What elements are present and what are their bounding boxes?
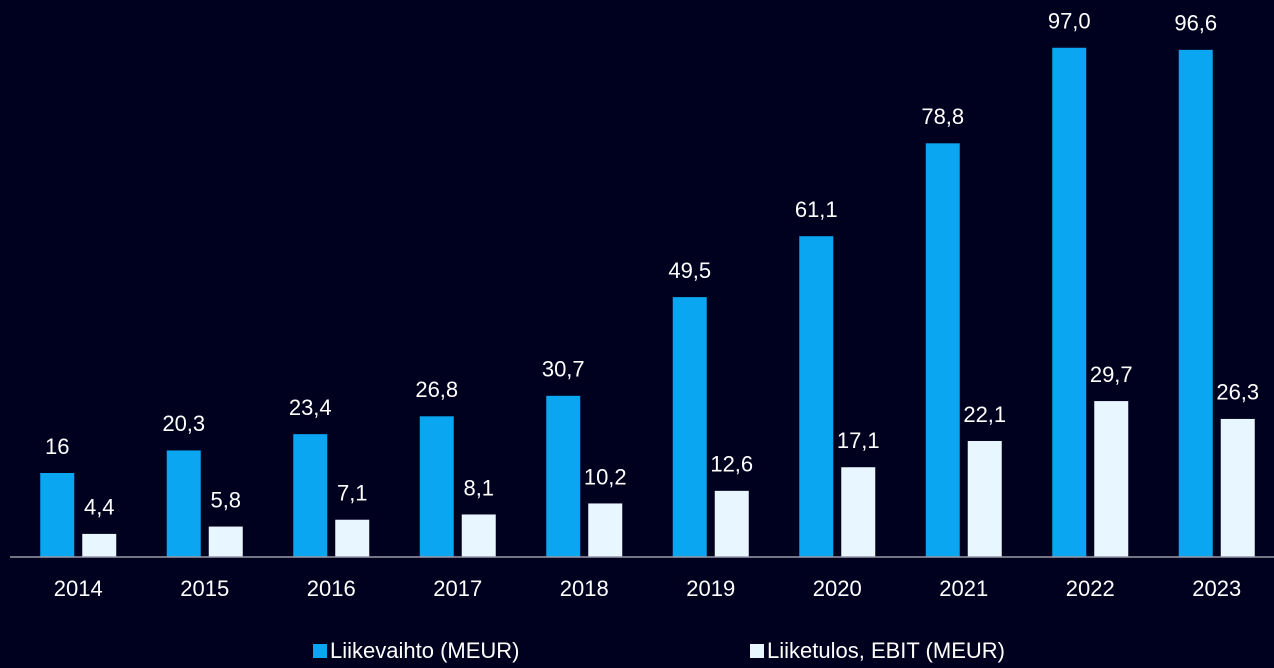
x-tick-label: 2021 <box>939 576 988 601</box>
bar <box>799 236 834 557</box>
value-label: 4,4 <box>84 495 115 520</box>
bar <box>293 434 328 557</box>
value-label: 17,1 <box>837 428 880 453</box>
legend-swatch <box>750 644 764 658</box>
legend-swatch <box>313 644 327 658</box>
value-label: 16 <box>45 434 69 459</box>
x-tick-label: 2018 <box>560 576 609 601</box>
value-label: 10,2 <box>584 464 627 489</box>
bar <box>546 395 581 557</box>
value-label: 26,8 <box>415 377 458 402</box>
value-label: 97,0 <box>1048 9 1091 34</box>
bar <box>967 440 1002 557</box>
value-label: 5,8 <box>210 487 241 512</box>
bar <box>1052 47 1087 557</box>
bar <box>672 297 707 557</box>
bar <box>419 416 454 557</box>
bar <box>208 526 243 557</box>
legend-label: Liiketulos, EBIT (MEUR) <box>767 638 1005 663</box>
x-tick-label: 2022 <box>1066 576 1115 601</box>
value-label: 26,3 <box>1216 380 1259 405</box>
bar <box>925 143 960 558</box>
value-label: 96,6 <box>1174 11 1217 36</box>
x-tick-label: 2023 <box>1192 576 1241 601</box>
value-label: 78,8 <box>921 104 964 129</box>
bar <box>1220 418 1255 557</box>
value-label: 7,1 <box>337 481 368 506</box>
value-label: 22,1 <box>963 402 1006 427</box>
legend-label: Liikevaihto (MEUR) <box>330 638 520 663</box>
value-label: 12,6 <box>710 452 753 477</box>
bar <box>588 503 623 557</box>
x-tick-label: 2015 <box>180 576 229 601</box>
bar <box>40 473 75 557</box>
value-label: 20,3 <box>162 411 205 436</box>
value-label: 61,1 <box>795 197 838 222</box>
value-label: 49,5 <box>668 258 711 283</box>
bar <box>166 450 201 557</box>
value-label: 23,4 <box>289 395 332 420</box>
value-label: 29,7 <box>1090 362 1133 387</box>
bar <box>461 514 496 557</box>
x-tick-label: 2019 <box>686 576 735 601</box>
bar <box>841 467 876 557</box>
x-tick-label: 2017 <box>433 576 482 601</box>
x-tick-label: 2016 <box>307 576 356 601</box>
value-label: 8,1 <box>463 475 494 500</box>
bar <box>1178 49 1213 557</box>
bar <box>335 519 370 557</box>
x-tick-label: 2020 <box>813 576 862 601</box>
value-label: 30,7 <box>542 357 585 382</box>
bar <box>1094 401 1129 557</box>
bar <box>714 490 749 557</box>
x-tick-label: 2014 <box>54 576 103 601</box>
bar <box>82 533 117 557</box>
